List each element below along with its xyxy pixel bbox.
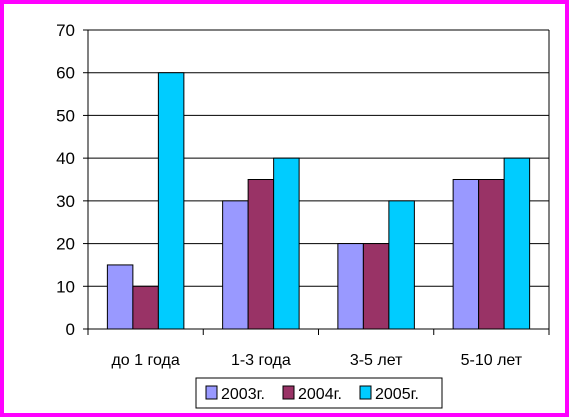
x-category-label: 3-5 лет [350,352,403,369]
legend-label: 2003г. [221,386,265,403]
legend-swatch [282,385,295,400]
legend-box [195,377,443,409]
legend-label: 2005г. [375,386,419,403]
y-tick-label: 50 [56,106,75,125]
bars [106,72,531,330]
legend-swatch [205,385,218,400]
y-tick-label: 10 [56,277,75,296]
bar-2004г.-1-3 года [247,179,275,330]
bar-2005г.-1-3 года [273,157,300,330]
y-tick-label: 20 [56,235,75,254]
legend-swatch [359,385,372,400]
y-tick-label: 0 [66,320,75,339]
bar-2003г.-3-5 лет [337,243,364,330]
bar-2003г.-5-10 лет [452,179,480,330]
bar-2003г.-до 1 года [106,264,134,330]
bar-2004г.-до 1 года [132,285,159,330]
y-tick-label: 60 [56,64,75,83]
bar-2005г.-5-10 лет [503,157,531,330]
legend: 2003г. 2004г. 2005г. [195,377,443,409]
bar-2005г.-3-5 лет [388,200,415,330]
bar-2004г.-3-5 лет [362,243,390,330]
x-category-label: 1-3 года [231,352,291,369]
y-tick-label: 30 [56,192,75,211]
legend-label: 2004г. [298,386,342,403]
x-category-label: до 1 года [111,352,179,369]
y-tick-labels: 0 10 20 30 40 50 60 70 [56,21,75,339]
y-tick-label: 40 [56,149,75,168]
y-tick-label: 70 [56,21,75,40]
bar-2003г.-1-3 года [222,200,249,330]
x-category-label: 5-10 лет [461,352,523,369]
bar-2005г.-до 1 года [157,72,185,330]
bar-2004г.-5-10 лет [478,179,505,330]
axes [83,29,550,335]
x-category-labels: до 1 года 1-3 года 3-5 лет 5-10 лет [111,352,522,369]
